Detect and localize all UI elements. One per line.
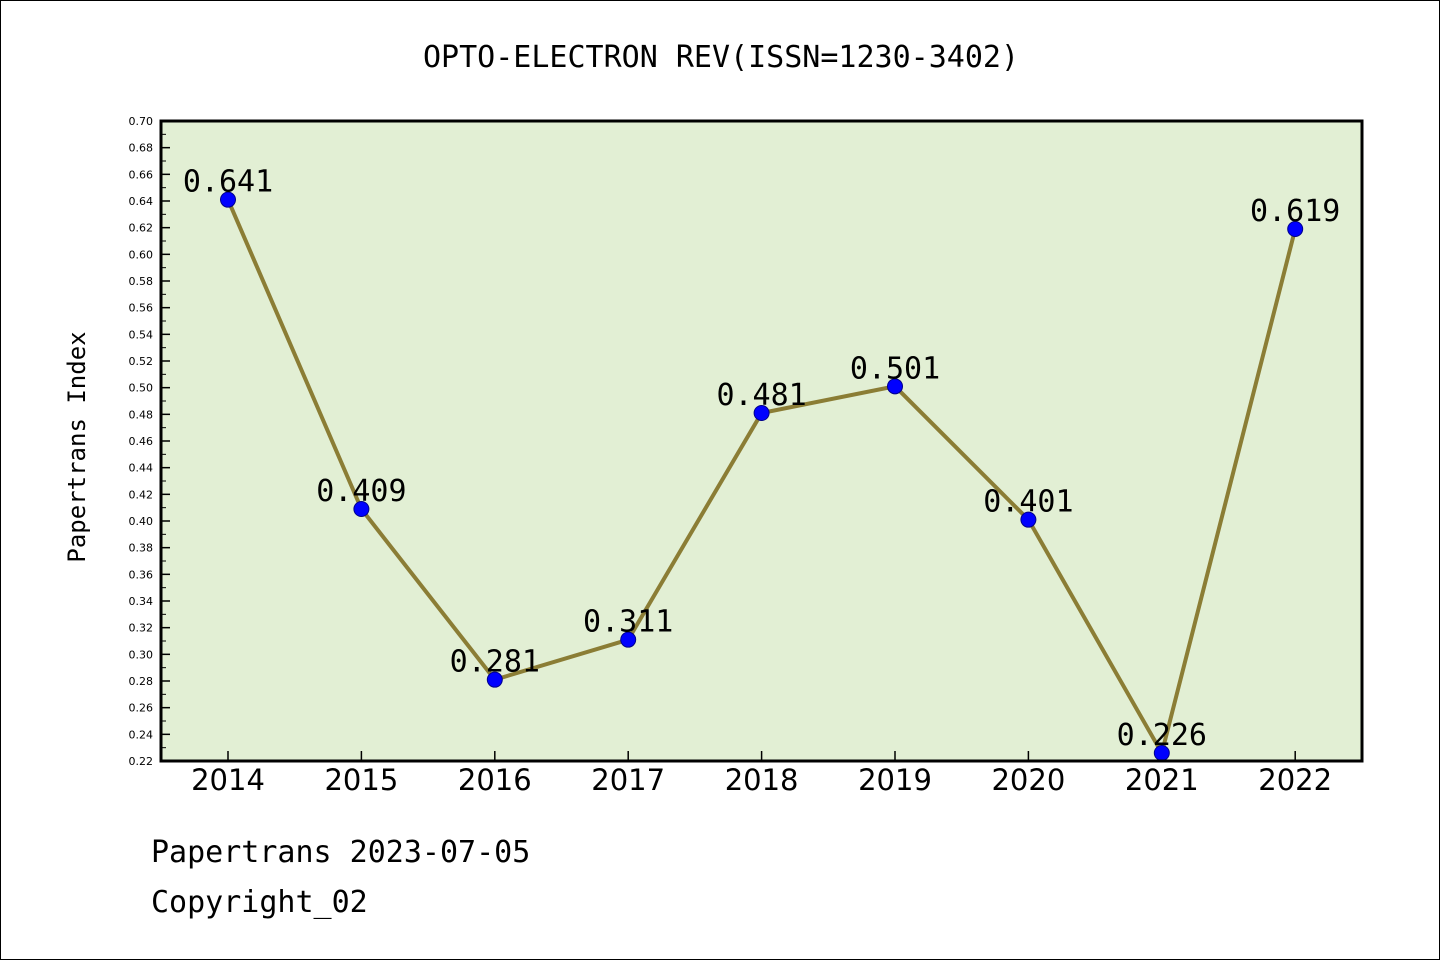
y-tick-label: 0.58 — [129, 275, 154, 288]
chart-title: OPTO-ELECTRON REV(ISSN=1230-3402) — [423, 40, 1019, 75]
y-tick-label: 0.50 — [129, 382, 154, 395]
x-tick-label: 2020 — [991, 763, 1065, 797]
y-tick-label: 0.46 — [129, 435, 154, 448]
y-tick-label: 0.70 — [129, 115, 154, 128]
y-tick-label: 0.22 — [129, 755, 154, 768]
x-tick-label: 2018 — [725, 763, 799, 797]
x-tick-label: 2019 — [858, 763, 932, 797]
data-point-marker — [1287, 221, 1304, 237]
x-tick-label: 2016 — [458, 763, 532, 797]
y-tick-label: 0.32 — [129, 622, 154, 635]
y-tick-label: 0.64 — [129, 195, 154, 208]
y-tick-label: 0.54 — [129, 328, 154, 341]
footer-copyright-text: Copyright_02 — [151, 885, 368, 920]
data-point-label: 0.311 — [583, 605, 673, 640]
x-tick-label: 2021 — [1125, 763, 1199, 797]
data-point-label: 0.409 — [316, 474, 406, 509]
x-axis: 2014 2015 2016 2017 2018 2019 2020 2021 2022 — [191, 751, 1332, 797]
data-point-marker — [1020, 511, 1037, 528]
y-tick-label: 0.42 — [129, 488, 154, 501]
y-tick-label: 0.36 — [129, 568, 154, 581]
y-tick-label: 0.30 — [129, 648, 154, 661]
data-point-label: 0.281 — [450, 645, 540, 680]
y-tick-label: 0.40 — [129, 515, 154, 528]
y-tick-label: 0.68 — [129, 142, 154, 155]
x-tick-label: 2015 — [324, 763, 398, 797]
plot-border — [159, 119, 1364, 763]
y-tick-label: 0.38 — [129, 542, 154, 555]
data-point-marker — [486, 671, 503, 688]
y-tick-label: 0.62 — [129, 222, 154, 235]
data-point-label: 0.619 — [1250, 194, 1340, 229]
data-markers — [220, 191, 1304, 761]
data-point-label: 0.481 — [716, 378, 806, 413]
x-tick-label: 2017 — [591, 763, 665, 797]
plot-area — [161, 121, 1362, 761]
data-point-marker — [220, 191, 236, 208]
y-tick-label: 0.34 — [129, 595, 154, 608]
x-tick-label: 2014 — [191, 763, 265, 797]
y-tick-label: 0.60 — [129, 248, 154, 261]
data-labels: 0.641 0.409 0.281 0.311 0.481 0.501 0.401 0.226… — [183, 165, 1341, 753]
y-tick-label: 0.26 — [129, 702, 154, 715]
y-tick-label: 0.66 — [129, 168, 154, 181]
data-point-marker — [620, 631, 637, 648]
y-tick-label: 0.44 — [129, 462, 154, 475]
y-tick-label: 0.28 — [129, 675, 154, 688]
y-tick-label: 0.24 — [129, 728, 154, 741]
data-point-label: 0.401 — [983, 485, 1073, 520]
data-point-marker — [753, 405, 770, 421]
y-tick-label: 0.52 — [129, 355, 154, 368]
y-tick-label: 0.48 — [129, 408, 154, 421]
data-point-label: 0.501 — [850, 351, 940, 386]
data-point-label: 0.641 — [183, 165, 273, 200]
data-point-marker — [353, 501, 370, 517]
y-axis-label: Papertrans Index — [63, 331, 91, 562]
data-point-marker — [887, 378, 903, 395]
footer-date-text: Papertrans 2023-07-05 — [151, 835, 531, 870]
data-point-label: 0.226 — [1117, 718, 1207, 753]
x-tick-label: 2022 — [1258, 763, 1332, 797]
y-tick-label: 0.56 — [129, 302, 154, 315]
y-axis: 0.22 0.24 0.26 0.28 0.30 0.32 0.34 0.36 0.38 0.40… — [129, 115, 170, 768]
